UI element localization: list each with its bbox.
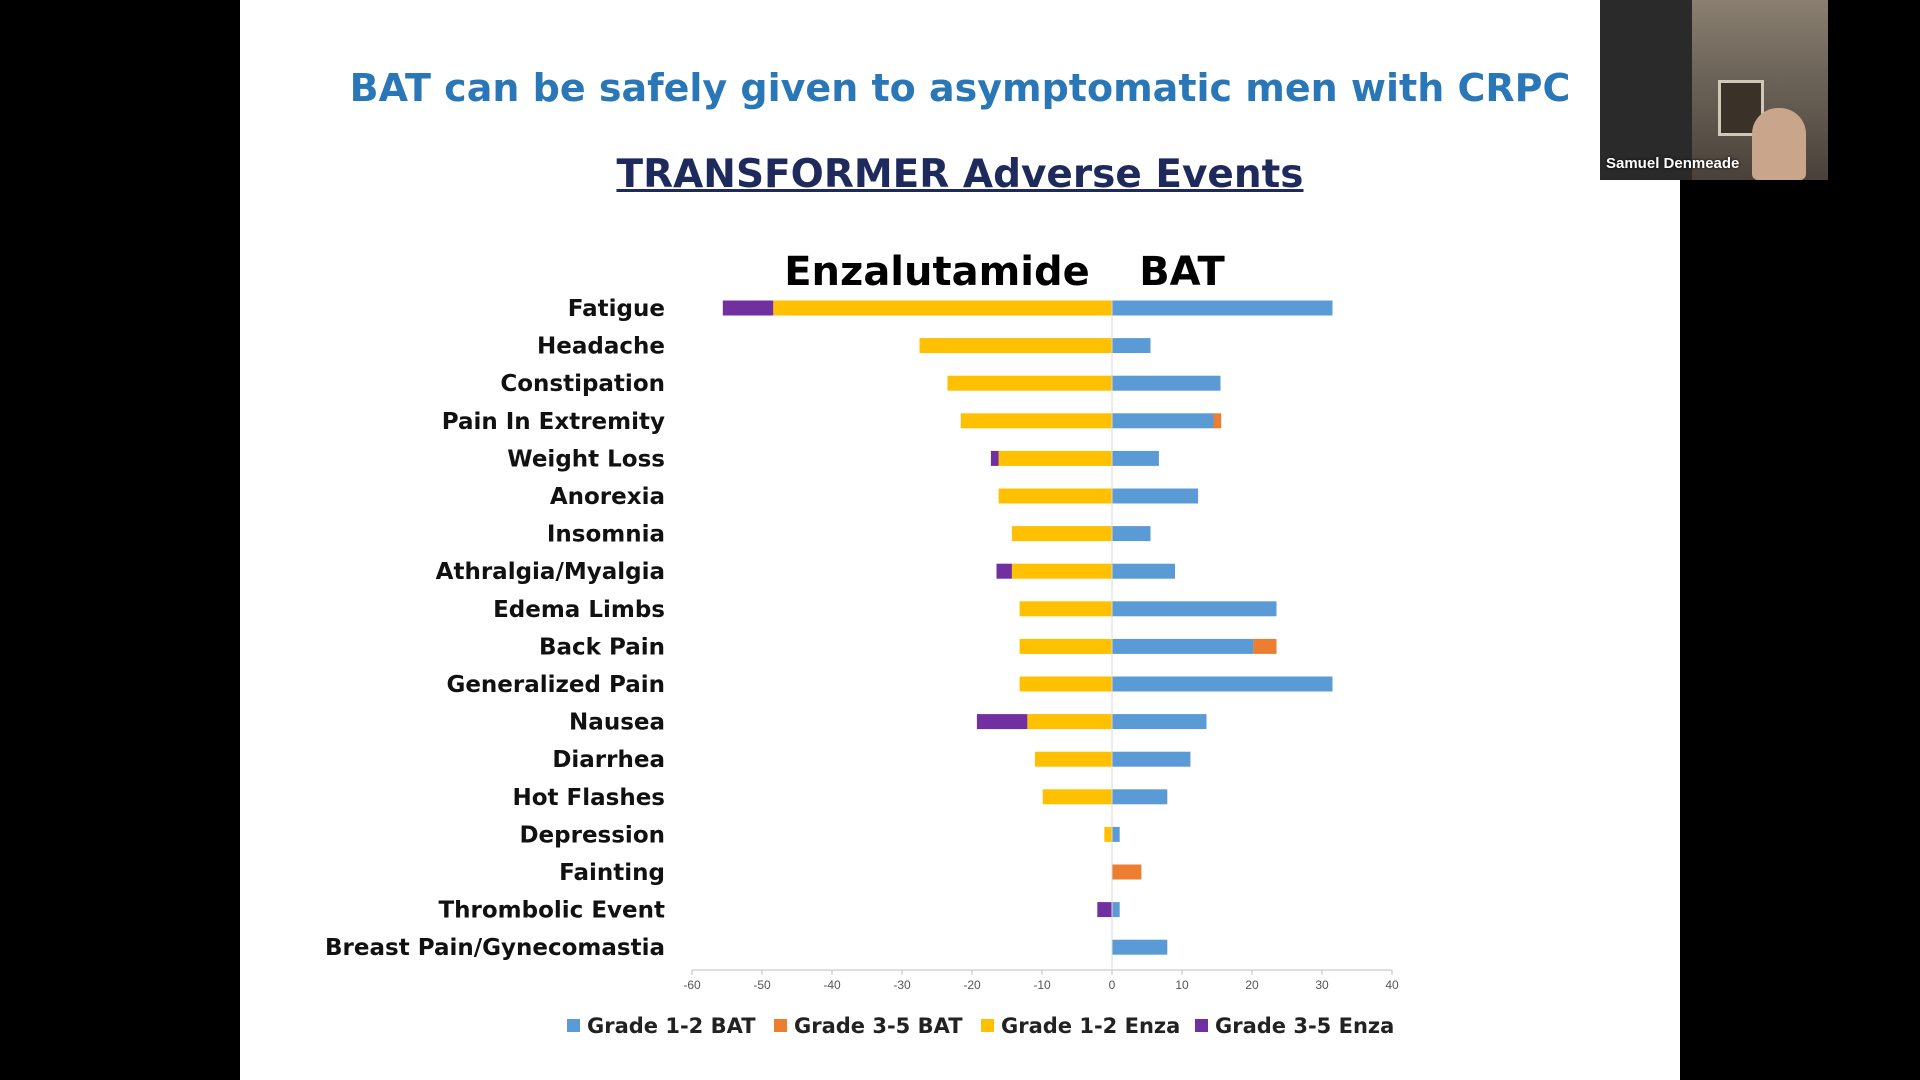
category-label: Anorexia (550, 484, 665, 510)
x-tick-label: 10 (1175, 978, 1189, 992)
category-label: Weight Loss (507, 446, 665, 472)
bar-grade12-bat (1112, 601, 1277, 617)
x-tick-label: 30 (1315, 978, 1329, 992)
legend-swatch (1195, 1019, 1208, 1032)
x-tick-label: -60 (683, 978, 701, 992)
presentation-slide: BAT can be safely given to asymptomatic … (240, 0, 1680, 1080)
enzalutamide-side-label: Enzalutamide (784, 249, 1090, 295)
legend-label: Grade 3-5 Enza (1215, 1014, 1394, 1038)
category-label: Breast Pain/Gynecomastia (325, 935, 665, 961)
category-label: Depression (519, 822, 665, 848)
bar-grade12-enza (1035, 751, 1112, 767)
bar-grade12-enza (1027, 714, 1112, 730)
bat-side-label: BAT (1139, 249, 1225, 295)
x-tick-label: -50 (753, 978, 771, 992)
bar-grade12-bat (1112, 939, 1168, 955)
bar-grade35-bat (1253, 638, 1277, 654)
category-label: Thrombolic Event (438, 898, 665, 924)
category-label: Pain In Extremity (442, 409, 665, 435)
bar-grade12-enza (1011, 526, 1112, 542)
x-tick-label: -40 (823, 978, 841, 992)
category-label: Fatigue (568, 296, 665, 322)
category-label: Headache (537, 334, 665, 360)
bar-grade12-bat (1112, 638, 1254, 654)
bar-grade12-bat (1112, 526, 1151, 542)
chart-title: TRANSFORMER Adverse Events (616, 152, 1304, 197)
bar-grade12-enza (947, 375, 1112, 391)
participant-figure (1752, 108, 1806, 180)
participant-name: Samuel Denmeade (1606, 155, 1740, 172)
bar-grade35-bat (1112, 864, 1142, 880)
slide-title: BAT can be safely given to asymptomatic … (349, 66, 1571, 110)
bar-grade12-bat (1112, 300, 1333, 316)
bar-grade12-enza (1011, 563, 1112, 579)
legend-swatch (981, 1019, 994, 1032)
bar-grade12-bat (1112, 789, 1168, 805)
bar-grade12-enza (773, 300, 1112, 316)
bar-grade12-bat (1112, 902, 1120, 918)
x-tick-label: -10 (1033, 978, 1051, 992)
x-tick-label: 40 (1385, 978, 1399, 992)
bar-grade35-enza (976, 714, 1028, 730)
bar-grade12-bat (1112, 714, 1207, 730)
bar-grade12-bat (1112, 450, 1159, 466)
bar-grade12-bat (1112, 488, 1199, 504)
x-tick-label: 20 (1245, 978, 1259, 992)
bar-grade12-enza (998, 488, 1112, 504)
bar-grade12-bat (1112, 375, 1221, 391)
category-label: Hot Flashes (512, 785, 665, 811)
bar-grade12-enza (1019, 601, 1112, 617)
bar-grade12-enza (1019, 638, 1112, 654)
category-label: Fainting (559, 860, 665, 886)
legend-label: Grade 3-5 BAT (794, 1014, 963, 1038)
category-label: Generalized Pain (446, 672, 665, 698)
bar-grade12-bat (1112, 826, 1120, 842)
bar-grade35-enza (1097, 902, 1112, 918)
category-label: Nausea (569, 710, 665, 736)
bar-grade12-bat (1112, 563, 1175, 579)
bar-grade35-enza (722, 300, 774, 316)
category-label: Diarrhea (552, 747, 665, 773)
bar-grade35-bat (1213, 413, 1222, 429)
legend-label: Grade 1-2 Enza (1001, 1014, 1180, 1038)
category-label: Edema Limbs (493, 597, 665, 623)
x-tick-label: 0 (1109, 978, 1116, 992)
bar-grade35-enza (990, 450, 999, 466)
legend-swatch (774, 1019, 787, 1032)
participant-video-tile[interactable]: Samuel Denmeade (1600, 0, 1828, 180)
legend-swatch (567, 1019, 580, 1032)
bar-grade12-enza (960, 413, 1112, 429)
bar-grade12-bat (1112, 338, 1151, 354)
x-tick-label: -30 (893, 978, 911, 992)
bar-grade12-enza (1042, 789, 1112, 805)
bar-grade12-bat (1112, 751, 1191, 767)
adverse-events-chart: Enzalutamide BAT Fatigue Headache Constipati… (325, 249, 1399, 1038)
category-label: Insomnia (547, 522, 665, 548)
x-tick-label: -20 (963, 978, 981, 992)
category-label: Back Pain (539, 634, 665, 660)
category-label: Constipation (500, 371, 665, 397)
bar-grade12-enza (1019, 676, 1112, 692)
bar-grade12-bat (1112, 676, 1333, 692)
bar-grade12-enza (919, 338, 1112, 354)
legend-label: Grade 1-2 BAT (587, 1014, 756, 1038)
bar-grade35-enza (996, 563, 1012, 579)
bar-grade12-enza (998, 450, 1112, 466)
bar-grade12-enza (1104, 826, 1112, 842)
bar-grade12-bat (1112, 413, 1214, 429)
participant-video-feed (1692, 0, 1828, 180)
category-label: Athralgia/Myalgia (436, 559, 665, 585)
